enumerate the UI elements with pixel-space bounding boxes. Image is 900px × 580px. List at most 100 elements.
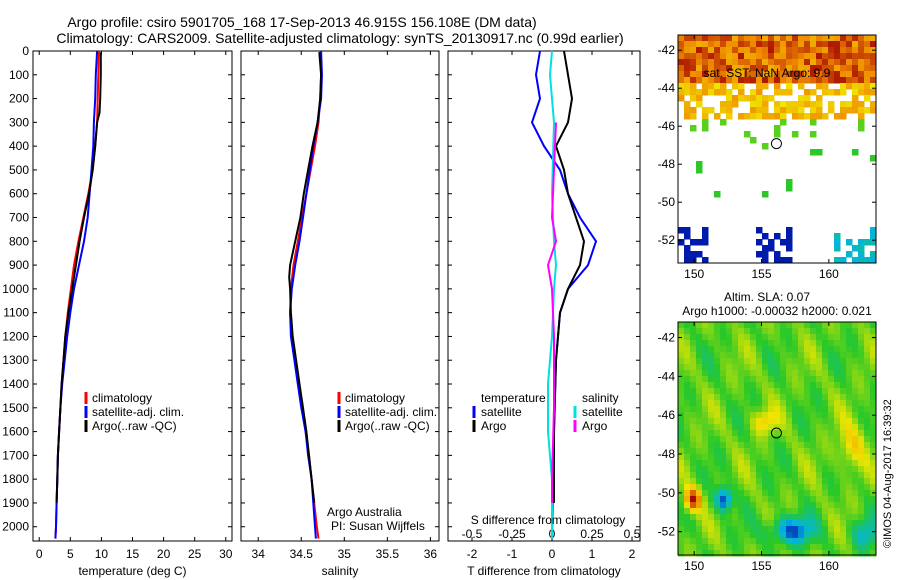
y-tick-label: 1300 <box>2 353 29 367</box>
map-cell <box>774 89 781 96</box>
map-cell <box>708 47 715 54</box>
map-cell <box>780 478 787 485</box>
map-cell <box>744 334 751 341</box>
map-cell <box>798 101 805 108</box>
map-cell <box>822 65 829 72</box>
y-tick-label: 1600 <box>2 425 29 439</box>
map-cell <box>708 454 715 461</box>
map-cell <box>762 53 769 60</box>
map-cell <box>870 382 877 389</box>
map-cell <box>852 358 859 365</box>
map-cell <box>678 388 685 395</box>
map-cell <box>810 538 817 545</box>
map-cell <box>846 388 853 395</box>
map-cell <box>774 352 781 359</box>
map-cell <box>726 502 733 509</box>
map-cell <box>834 388 841 395</box>
map-cell <box>840 550 847 557</box>
map-cell <box>834 53 841 60</box>
map-cell <box>738 346 745 353</box>
map-cell <box>684 496 691 503</box>
map-cell <box>840 71 847 78</box>
map-cell <box>798 484 805 491</box>
map-cell <box>750 95 757 102</box>
map-cell <box>714 65 721 72</box>
map-cell <box>792 424 799 431</box>
map-cell <box>720 107 727 114</box>
map-cell <box>726 77 733 84</box>
map-cell <box>702 448 709 455</box>
map-cell <box>828 502 835 509</box>
map-cell <box>798 328 805 335</box>
map-cell <box>732 442 739 449</box>
map-cell <box>834 508 841 515</box>
x-tick-label: 15 <box>126 547 140 561</box>
map-cell <box>816 59 823 66</box>
map-cell <box>846 436 853 443</box>
map-cell <box>816 107 823 114</box>
map-cell <box>762 400 769 407</box>
map-cell <box>756 466 763 473</box>
map-cell <box>858 448 865 455</box>
map-cell <box>678 95 685 102</box>
map-cell <box>708 376 715 383</box>
map-cell <box>762 71 769 78</box>
map-cell <box>714 532 721 539</box>
map-cell <box>870 251 877 258</box>
map-cell <box>696 382 703 389</box>
map-cell <box>774 484 781 491</box>
map-cell <box>792 544 799 551</box>
map-cell <box>744 394 751 401</box>
map-cell <box>822 89 829 96</box>
map-cell <box>804 47 811 54</box>
map-cell <box>762 466 769 473</box>
map-cell <box>804 544 811 551</box>
map-cell <box>864 47 871 54</box>
map-cell <box>714 514 721 521</box>
map-cell <box>840 508 847 515</box>
map-cell <box>702 472 709 479</box>
map-cell <box>708 382 715 389</box>
map-cell <box>870 550 877 557</box>
map-cell <box>870 544 877 551</box>
map-cell <box>834 257 841 264</box>
map-cell <box>690 107 697 114</box>
y-tick-label: 700 <box>9 211 29 225</box>
map-cell <box>810 41 817 48</box>
map-cell <box>786 520 793 527</box>
map-cell <box>732 508 739 515</box>
map-cell <box>846 376 853 383</box>
x-axis-label: salinity <box>322 564 359 578</box>
map-cell <box>684 448 691 455</box>
map-cell <box>768 322 775 329</box>
map-cell <box>792 460 799 467</box>
note-line-2: PI: Susan Wijffels <box>331 519 425 533</box>
map-cell <box>768 448 775 455</box>
map-cell <box>702 257 709 264</box>
map-cell <box>678 496 685 503</box>
map-cell <box>774 257 781 264</box>
map-cell <box>702 430 709 437</box>
map-cell <box>696 322 703 329</box>
map-cell <box>822 496 829 503</box>
series-line-s-satellite <box>547 50 558 539</box>
map-cell <box>684 484 691 491</box>
map-cell <box>762 478 769 485</box>
map-cell <box>702 376 709 383</box>
map-cell <box>726 53 733 60</box>
map-cell <box>690 322 697 329</box>
map-cell <box>798 532 805 539</box>
map-cell <box>696 71 703 78</box>
map-cell <box>696 508 703 515</box>
map-cell <box>798 454 805 461</box>
map-cell <box>774 532 781 539</box>
map-cell <box>792 334 799 341</box>
map-cell <box>732 71 739 78</box>
series-line-argo-raw-qc- <box>288 52 323 504</box>
map-cell <box>780 257 787 264</box>
map-cell <box>840 322 847 329</box>
map-cell <box>678 364 685 371</box>
map-cell <box>690 83 697 90</box>
map-cell <box>762 245 769 252</box>
